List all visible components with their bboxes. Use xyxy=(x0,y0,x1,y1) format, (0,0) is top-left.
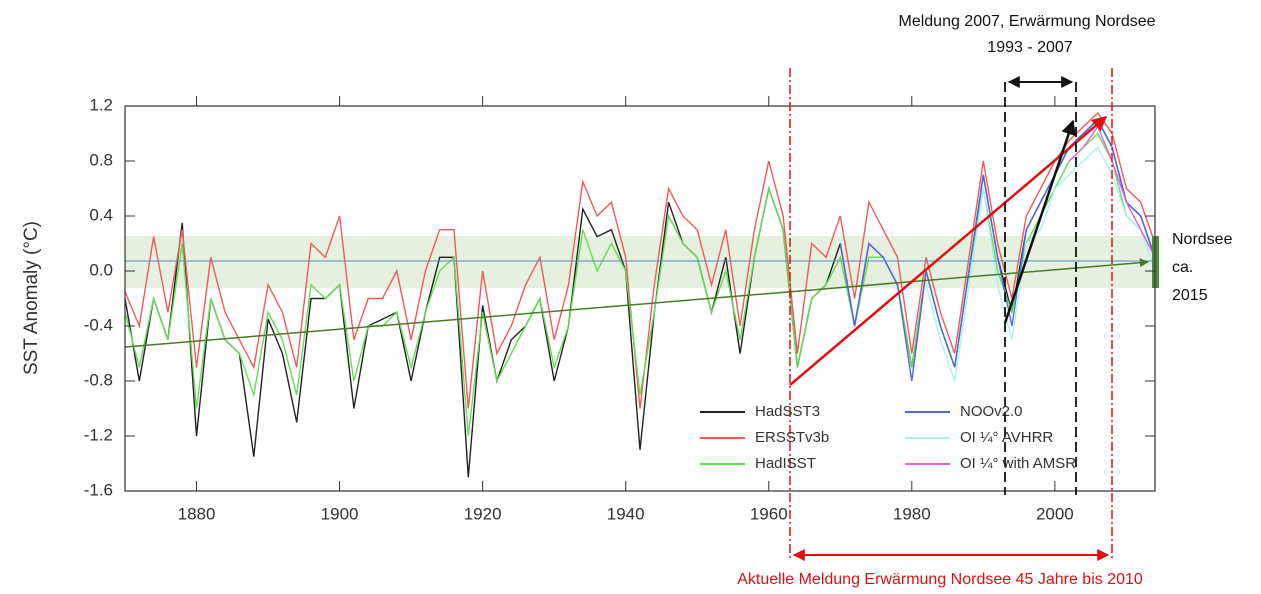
y-tick-label: -0.8 xyxy=(84,370,113,389)
y-tick-label: -1.2 xyxy=(84,425,113,444)
legend-label: HadSST3 xyxy=(755,403,820,420)
legend-label: HadISST xyxy=(755,455,816,472)
x-tick-label: 1960 xyxy=(750,504,788,523)
y-tick-label: -1.6 xyxy=(84,480,113,499)
annotation: Aktuelle Meldung Erwärmung Nordsee 45 Ja… xyxy=(737,571,1143,588)
plot-frame xyxy=(124,105,1156,492)
y-axis-label: SST Anomaly (°C) xyxy=(21,221,42,375)
annotation: 1993 - 2007 xyxy=(987,39,1073,56)
annotation: ca. xyxy=(1172,259,1193,276)
series-line xyxy=(925,146,1156,382)
reference-band xyxy=(125,236,1155,288)
red-trend-arrow xyxy=(789,116,1108,386)
y-tick-label: 0.4 xyxy=(89,205,113,224)
legend-label: OI ¼° with AMSR xyxy=(960,455,1076,472)
x-tick-label: 1940 xyxy=(607,504,645,523)
legend-label: NOOv2.0 xyxy=(960,403,1023,420)
legend-label: ERSSTv3b xyxy=(755,429,829,446)
y-tick-label: 0.0 xyxy=(89,260,113,279)
y-tick-label: -0.4 xyxy=(84,315,113,334)
annotation: 2015 xyxy=(1172,287,1208,304)
legend-label: OI ¼° AVHRR xyxy=(960,429,1053,446)
y-tick-label: 1.2 xyxy=(89,95,113,114)
trend-arrow xyxy=(124,258,1149,348)
annotation: Nordsee xyxy=(1172,231,1233,248)
black-trend-arrow xyxy=(1003,119,1076,324)
y-tick-label: 0.8 xyxy=(89,150,113,169)
x-tick-label: 1980 xyxy=(893,504,931,523)
series-line xyxy=(124,111,1156,409)
x-tick-label: 2000 xyxy=(1036,504,1074,523)
x-tick-label: 1900 xyxy=(321,504,359,523)
x-tick-label: 1880 xyxy=(178,504,216,523)
x-tick-label: 1920 xyxy=(464,504,502,523)
plot-lines xyxy=(124,111,1156,478)
annotation: Meldung 2007, Erwärmung Nordsee xyxy=(898,13,1155,30)
